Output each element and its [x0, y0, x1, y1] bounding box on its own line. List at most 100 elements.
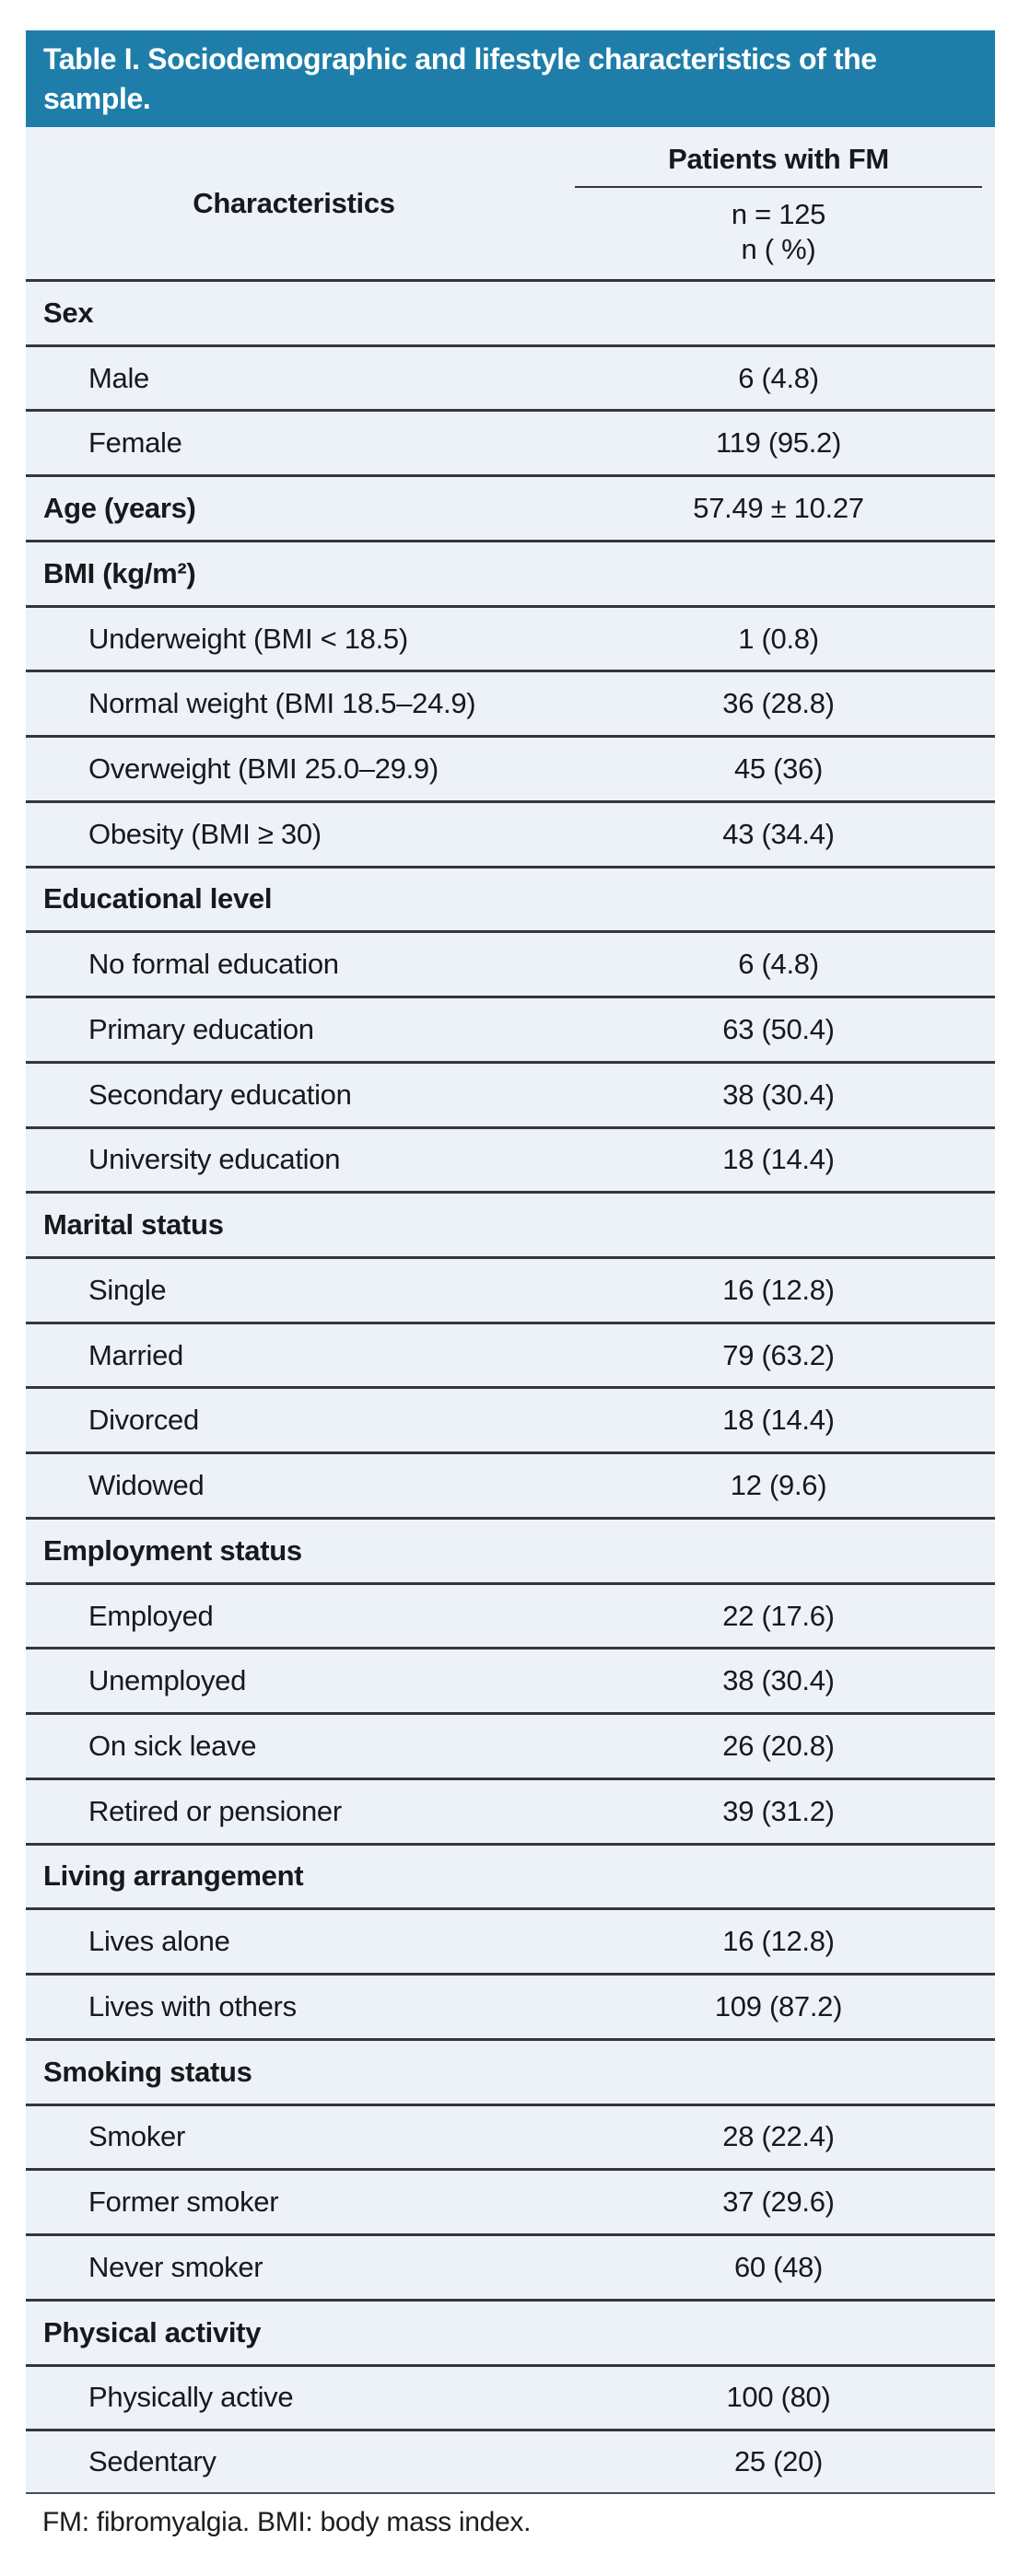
col-header-patients-label: Patients with FM [668, 143, 889, 175]
table-row: Underweight (BMI < 18.5) 1 (0.8) [26, 604, 995, 670]
row-label: Married [88, 1338, 183, 1371]
row-label: Widowed [88, 1469, 205, 1502]
row-label: Living arrangement [43, 1859, 304, 1893]
row-value: 63 (50.4) [722, 1012, 835, 1045]
table-row: University education 18 (14.4) [26, 1125, 995, 1192]
col-header-characteristics: Characteristics [193, 186, 395, 219]
row-value: 45 (36) [733, 752, 824, 785]
row-label: University education [88, 1143, 341, 1176]
row-value: 60 (48) [733, 2250, 824, 2283]
table-row: Obesity (BMI ≥ 30) 43 (34.4) [26, 799, 995, 866]
row-value: 22 (17.6) [722, 1599, 835, 1632]
col-header-underline [575, 186, 982, 188]
row-label: Single [88, 1273, 167, 1306]
row-label: Lives with others [88, 1989, 297, 2022]
row-value: 6 (4.8) [738, 361, 819, 394]
row-value: 28 (22.4) [722, 2120, 835, 2153]
table-row: Smoking status [26, 2037, 995, 2104]
table-row: Educational level [26, 865, 995, 931]
table-row: Sex [26, 279, 995, 344]
row-label: Physically active [88, 2381, 294, 2414]
row-label: Sex [43, 296, 94, 329]
table-row: Widowed 12 (9.6) [26, 1451, 995, 1517]
row-label: Employed [88, 1599, 214, 1632]
table-row: Employed 22 (17.6) [26, 1581, 995, 1648]
column-header-row: Characteristics Patients with FM n = 125… [26, 127, 995, 279]
row-label: Underweight (BMI < 18.5) [88, 622, 408, 655]
row-value: 25 (20) [733, 2445, 824, 2478]
table-row: Physical activity [26, 2298, 995, 2364]
table-row: Married 79 (63.2) [26, 1321, 995, 1387]
row-label: Never smoker [88, 2250, 263, 2283]
col-header-patients-group: Patients with FM n = 125 n ( %) [562, 127, 995, 279]
table-row: Overweight (BMI 25.0–29.9) 45 (36) [26, 735, 995, 800]
table-row: Unemployed 38 (30.4) [26, 1647, 995, 1712]
row-value: 1 (0.8) [738, 622, 819, 655]
row-value: 36 (28.8) [722, 687, 835, 720]
row-label: No formal education [88, 948, 339, 981]
row-value: 37 (29.6) [722, 2186, 835, 2219]
table-row: Sedentary 25 (20) [26, 2429, 995, 2494]
row-label: Divorced [88, 1404, 199, 1437]
table-row: Single 16 (12.8) [26, 1256, 995, 1322]
row-value: 18 (14.4) [722, 1404, 835, 1437]
row-value: 38 (30.4) [722, 1664, 835, 1697]
row-label: Male [88, 361, 149, 394]
row-label: Overweight (BMI 25.0–29.9) [88, 752, 439, 785]
row-value: 26 (20.8) [722, 1730, 835, 1763]
row-value: 109 (87.2) [714, 1989, 843, 2022]
row-label: Retired or pensioner [88, 1794, 342, 1827]
table-row: No formal education 6 (4.8) [26, 930, 995, 996]
row-label: On sick leave [88, 1730, 257, 1763]
row-label: Former smoker [88, 2186, 279, 2219]
row-value: 57.49 ± 10.27 [693, 492, 864, 525]
row-label: Obesity (BMI ≥ 30) [88, 817, 322, 850]
row-value: 12 (9.6) [730, 1469, 827, 1502]
row-label: Lives alone [88, 1925, 230, 1958]
row-label: Primary education [88, 1012, 314, 1045]
table-row: Physically active 100 (80) [26, 2363, 995, 2430]
table-row: Employment status [26, 1516, 995, 1582]
row-value: 6 (4.8) [738, 948, 819, 981]
table-row: Lives alone 16 (12.8) [26, 1907, 995, 1973]
table-row: Normal weight (BMI 18.5–24.9) 36 (28.8) [26, 670, 995, 735]
table-row: Former smoker 37 (29.6) [26, 2168, 995, 2233]
row-label: Physical activity [43, 2315, 262, 2349]
row-label: Smoking status [43, 2055, 252, 2088]
table-title: Table I. Sociodemographic and lifestyle … [43, 42, 877, 115]
row-label: Secondary education [88, 1078, 352, 1111]
table-row: Primary education 63 (50.4) [26, 996, 995, 1061]
row-label: Female [88, 426, 182, 460]
table-body: Sex Male 6 (4.8) Female 119 (95.2) Age (… [26, 279, 995, 2494]
row-value: 43 (34.4) [722, 817, 835, 850]
table-row: BMI (kg/m²) [26, 539, 995, 605]
row-label: Age (years) [43, 492, 196, 525]
table-row: Living arrangement [26, 1842, 995, 1908]
table-footnote: FM: fibromyalgia. BMI: body mass index. [42, 2507, 532, 2537]
row-value: 16 (12.8) [722, 1925, 835, 1958]
row-value: 38 (30.4) [722, 1078, 835, 1111]
row-value: 79 (63.2) [722, 1338, 835, 1371]
row-value: 100 (80) [726, 2381, 831, 2414]
table-row: Divorced 18 (14.4) [26, 1386, 995, 1451]
table-title-bar: Table I. Sociodemographic and lifestyle … [26, 30, 995, 127]
row-label: Employment status [43, 1533, 302, 1567]
table-row: Marital status [26, 1191, 995, 1256]
row-label: Normal weight (BMI 18.5–24.9) [88, 687, 476, 720]
table-row: Male 6 (4.8) [26, 344, 995, 410]
row-label: Unemployed [88, 1664, 247, 1697]
table-row: Never smoker 60 (48) [26, 2233, 995, 2299]
table-row: Lives with others 109 (87.2) [26, 1973, 995, 2038]
row-label: Educational level [43, 882, 273, 915]
table-row: Smoker 28 (22.4) [26, 2103, 995, 2169]
table-row: Age (years) 57.49 ± 10.27 [26, 474, 995, 540]
row-value: 18 (14.4) [722, 1143, 835, 1176]
row-label: Marital status [43, 1208, 224, 1241]
row-value: 39 (31.2) [722, 1794, 835, 1827]
table-row: Retired or pensioner 39 (31.2) [26, 1777, 995, 1843]
table-row: Secondary education 38 (30.4) [26, 1060, 995, 1126]
row-label: Smoker [88, 2120, 186, 2153]
table-1-card: Table I. Sociodemographic and lifestyle … [26, 30, 995, 2494]
table-row: Female 119 (95.2) [26, 409, 995, 474]
